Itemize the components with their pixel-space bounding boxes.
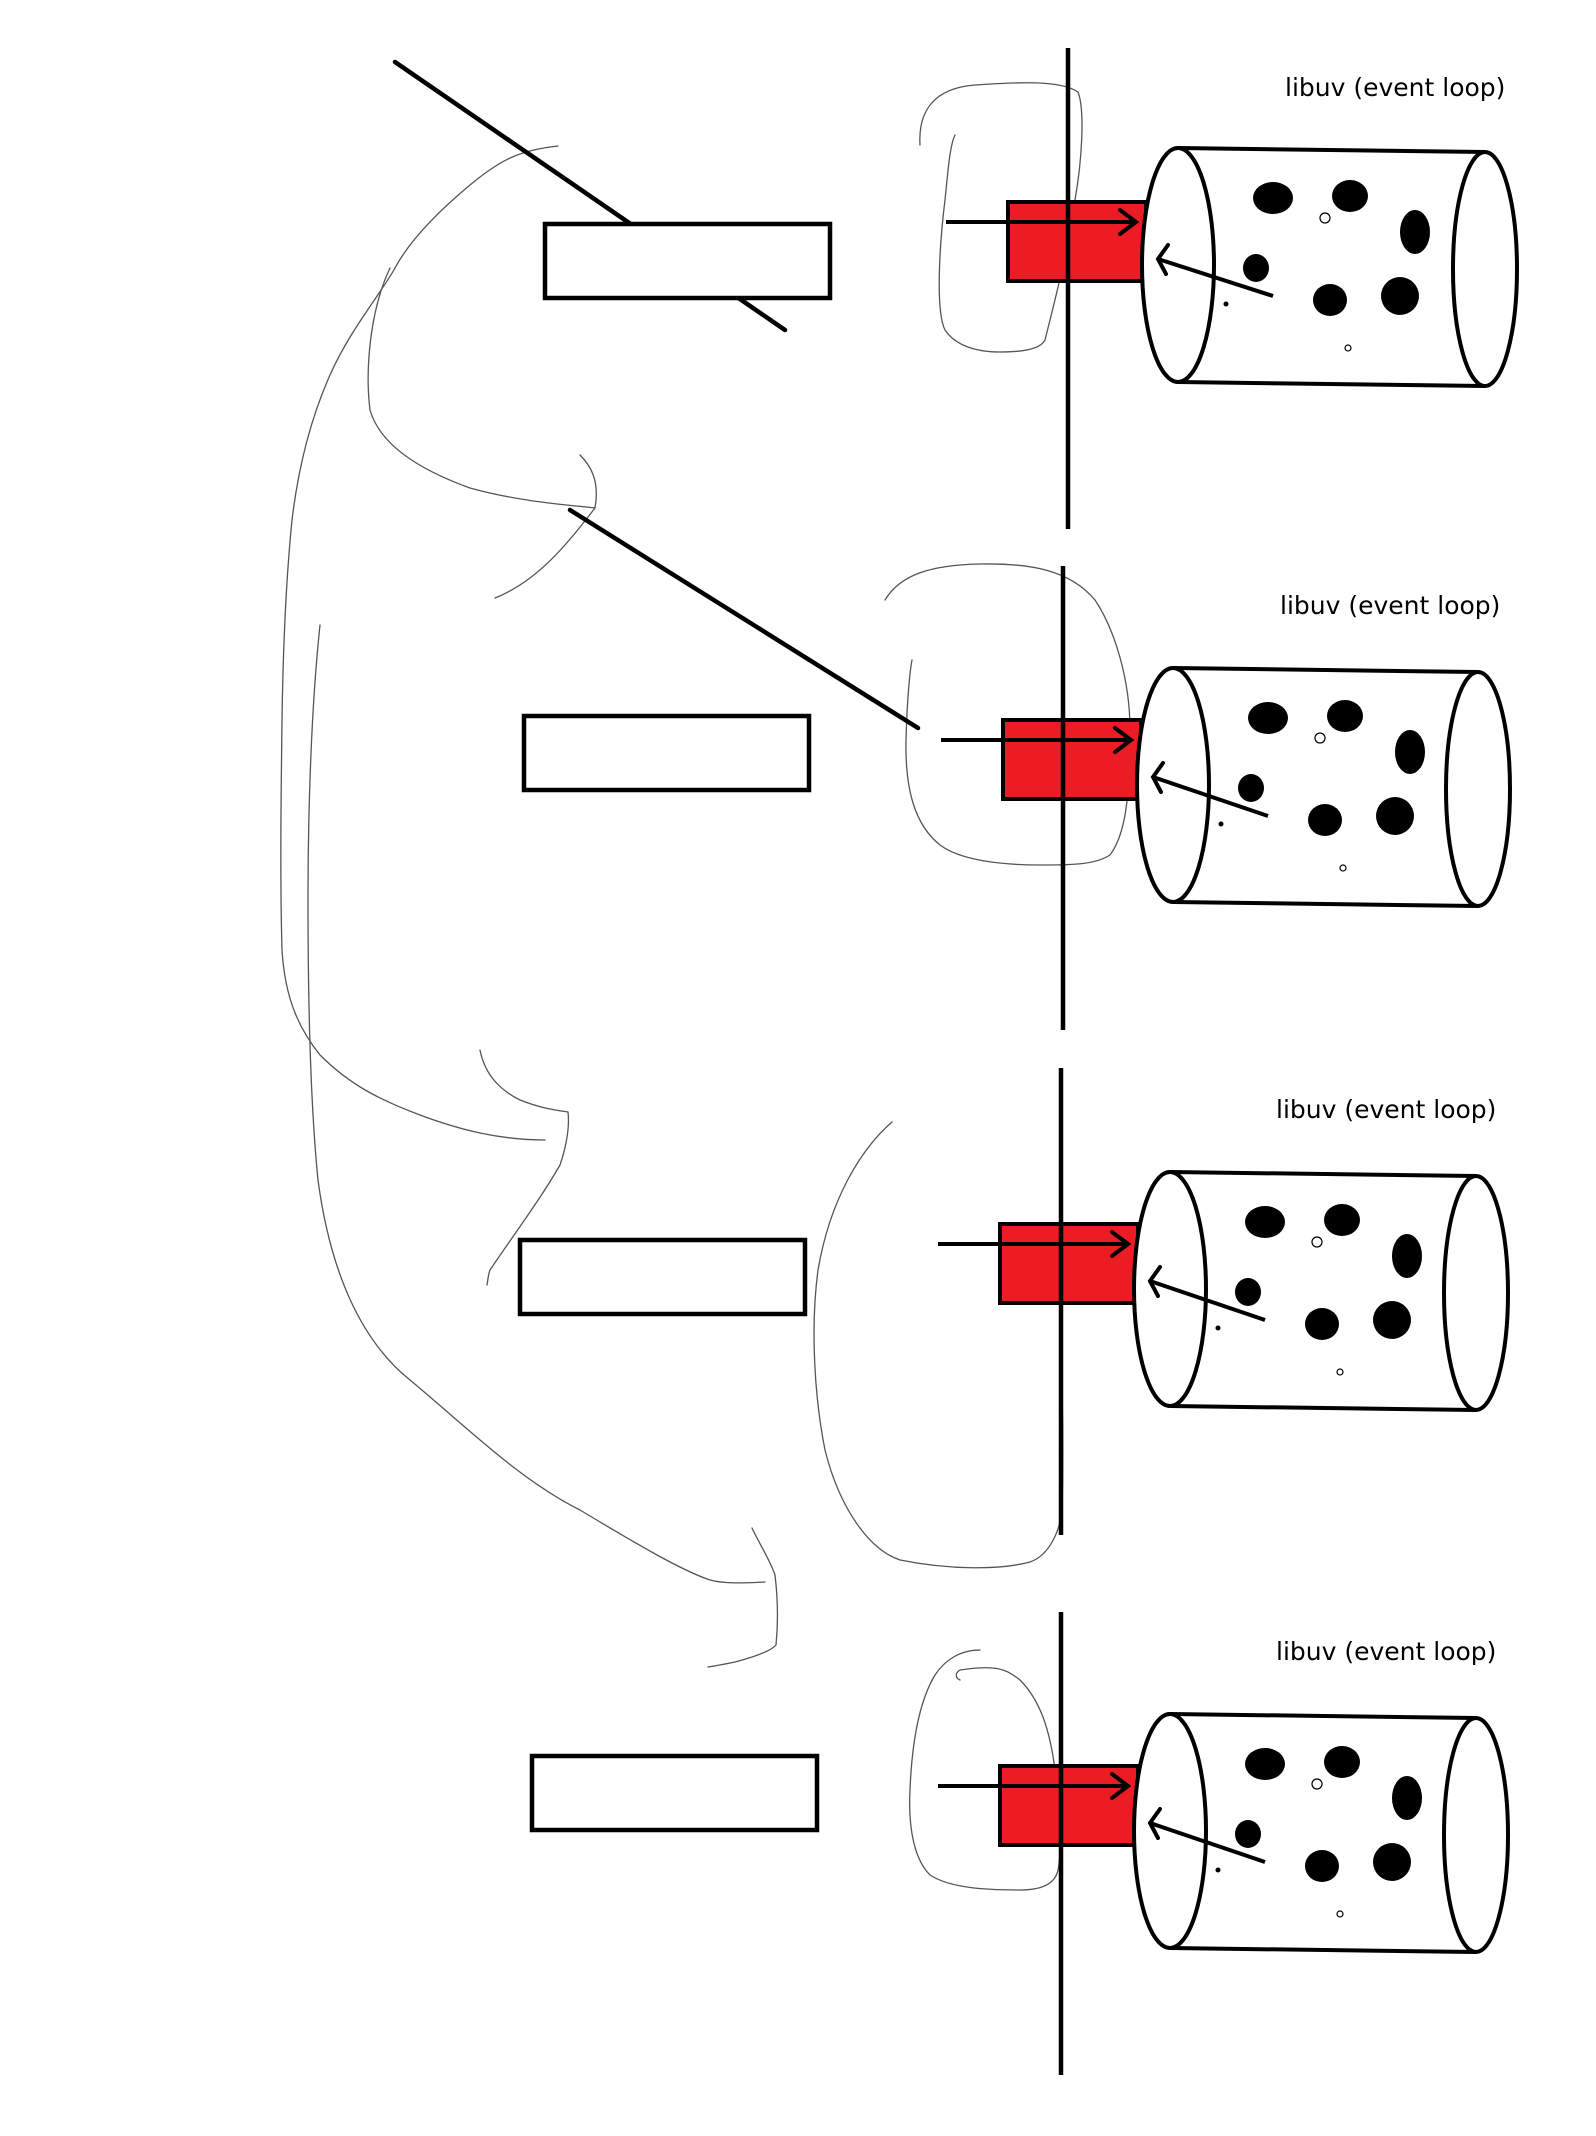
event-dot: [1327, 700, 1363, 732]
event-dot: [1324, 1204, 1360, 1236]
scribble-loop-2: [884, 563, 1131, 866]
white-box: [517, 1237, 808, 1317]
cylinder-back-end: [1444, 670, 1512, 908]
arrowhead-left: [1147, 1265, 1162, 1298]
event-dot: [1305, 1850, 1339, 1882]
arrowhead-right: [1110, 1772, 1132, 1800]
scribble-bottom-tail: [707, 1527, 779, 1668]
white-box: [521, 713, 812, 793]
small-dot: [1223, 301, 1229, 307]
event-dot: [1324, 1746, 1360, 1778]
event-dot: [1245, 1748, 1285, 1780]
event-dot: [1235, 1820, 1261, 1848]
diagonal-lines: [392, 59, 921, 731]
cylinder-sides: [1169, 1170, 1477, 1412]
small-dot: [1339, 864, 1347, 872]
event-dot: [1376, 797, 1414, 835]
small-dot: [1218, 821, 1224, 827]
scribble-loop-1: [919, 82, 1083, 353]
event-dot: [1308, 804, 1342, 836]
event-loop-label: libuv (event loop): [1280, 591, 1500, 620]
small-dot: [1215, 1867, 1221, 1873]
small-dot: [1311, 1778, 1323, 1790]
small-dot: [1336, 1368, 1344, 1376]
cylinder-sides: [1169, 1712, 1477, 1954]
row-1: libuv (event loop): [542, 48, 1519, 529]
arrowhead-left: [1150, 761, 1165, 794]
scribble-mid-hook: [479, 1049, 570, 1286]
red-box: [1001, 718, 1143, 801]
cylinder-back-end: [1442, 1716, 1510, 1954]
rows: libuv (event loop) libuv (event loop) libu…: [517, 48, 1519, 2075]
row-3: libuv (event loop): [517, 1068, 1510, 1535]
arrow-from-event-loop: [1152, 775, 1269, 818]
small-dot: [1319, 212, 1331, 224]
event-dot: [1245, 1206, 1285, 1238]
scribble-loop-4: [909, 1649, 1061, 1891]
scribble-loop-3: [813, 1121, 1064, 1569]
event-dot: [1332, 180, 1368, 212]
event-loop-label: libuv (event loop): [1276, 1095, 1496, 1124]
diagonal-line-middle: [567, 507, 921, 731]
red-box: [998, 1222, 1140, 1305]
red-box: [998, 1764, 1140, 1847]
white-box: [542, 221, 833, 301]
row-2: libuv (event loop): [521, 566, 1512, 1030]
event-dot: [1392, 1776, 1422, 1820]
event-loop-label: libuv (event loop): [1285, 73, 1505, 102]
event-dot: [1253, 182, 1293, 214]
scribble-left-body: [307, 624, 766, 1584]
event-loop-cylinder: [1140, 146, 1519, 388]
small-dot: [1311, 1236, 1323, 1248]
event-loop-label: libuv (event loop): [1276, 1637, 1496, 1666]
event-dot: [1373, 1843, 1411, 1881]
arrow-from-event-loop: [1157, 257, 1274, 298]
small-dot: [1336, 1910, 1344, 1918]
event-dot: [1248, 702, 1288, 734]
event-dot: [1392, 1234, 1422, 1278]
small-dot: [1314, 732, 1326, 744]
event-dot: [1400, 210, 1430, 254]
arrowhead-left: [1147, 1807, 1162, 1840]
arrow-from-event-loop: [1149, 1279, 1266, 1322]
cylinder-sides: [1172, 666, 1479, 908]
row-4: libuv (event loop): [529, 1612, 1510, 2075]
event-loop-cylinder: [1135, 666, 1512, 908]
scribble-left-hook: [494, 507, 596, 599]
cylinder-back-end: [1451, 150, 1519, 388]
event-dot: [1238, 774, 1264, 802]
event-loop-cylinder: [1132, 1712, 1510, 1954]
arrowhead-left: [1155, 243, 1170, 276]
arrow-from-event-loop: [1149, 1821, 1266, 1864]
event-dot: [1313, 284, 1347, 316]
arrowhead-right: [1118, 208, 1140, 236]
event-dot: [1395, 730, 1425, 774]
event-dot: [1243, 254, 1269, 282]
small-dot: [1215, 1325, 1221, 1331]
cylinder-sides: [1177, 146, 1486, 388]
small-dot: [1344, 344, 1352, 352]
event-dot: [1381, 277, 1419, 315]
scribble-left-inner: [367, 267, 597, 509]
event-dot: [1305, 1308, 1339, 1340]
arrowhead-right: [1113, 726, 1135, 754]
arrowhead-right: [1110, 1230, 1132, 1258]
event-dot: [1373, 1301, 1411, 1339]
event-dot: [1235, 1278, 1261, 1306]
white-box: [529, 1753, 820, 1833]
freehand-scribbles: [280, 82, 1131, 1891]
cylinder-back-end: [1442, 1174, 1510, 1412]
scribble-left-loop: [280, 145, 559, 1141]
event-loop-cylinder: [1132, 1170, 1510, 1412]
